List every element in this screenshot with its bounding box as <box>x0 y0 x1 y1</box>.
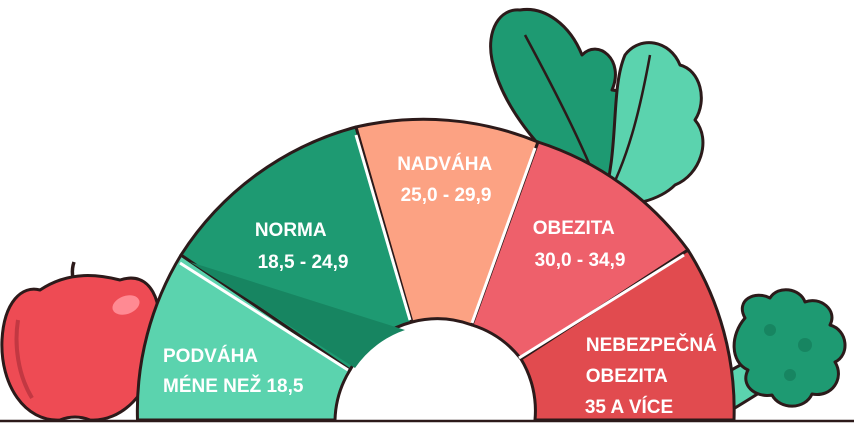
segment-normal-shade <box>190 262 405 368</box>
label-obesity: OBEZITA 30,0 - 34,9 <box>533 218 626 271</box>
apple-icon <box>0 261 162 422</box>
label-overweight: NADVÁHA 25,0 - 29,9 <box>397 153 497 206</box>
label-normal: NORMA 18,5 - 24,9 <box>255 220 349 273</box>
segment-severe-obesity <box>519 248 736 422</box>
segment-obesity <box>470 140 690 361</box>
segment-underweight <box>135 253 352 422</box>
label-underweight: PODVÁHA MÉNE NEŽ 18,5 <box>163 345 304 397</box>
segment-overweight <box>354 117 540 327</box>
kale-leaf-icon <box>489 7 705 208</box>
segment-dividers <box>179 134 685 372</box>
label-severe-obesity: NEBEZPEČNÁ OBEZITA 35 A VÍCE <box>585 334 722 418</box>
broccoli-icon <box>696 288 847 422</box>
